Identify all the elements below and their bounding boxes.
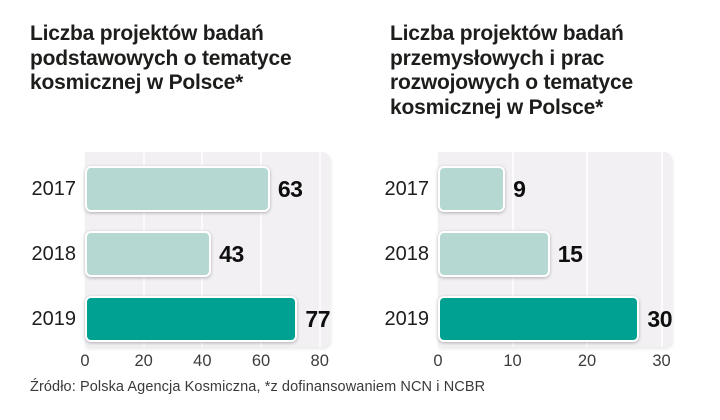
x-tick-0: 0 xyxy=(80,352,90,370)
gridline-80 xyxy=(318,152,321,347)
bar-rows: 63 43 77 xyxy=(85,152,330,342)
charts-container: Liczba projektów badań podstawowych o te… xyxy=(30,18,690,371)
chart-column-basic-research: Liczba projektów badań podstawowych o te… xyxy=(30,18,330,371)
bar-row-2019: 77 xyxy=(85,296,330,342)
bar-2018 xyxy=(85,231,212,277)
x-tick-20: 20 xyxy=(577,352,597,370)
gridline-60 xyxy=(260,152,263,347)
x-tick-30: 30 xyxy=(652,352,671,370)
bar-chart-industrial-research: 2017 2018 2019 9 15 30 0 10 20 30 xyxy=(384,152,672,371)
year-label-2018: 2018 xyxy=(384,242,430,265)
x-axis: 0 20 40 60 80 xyxy=(80,347,330,371)
plot-wrap: 63 43 77 0 20 40 60 80 xyxy=(80,152,330,371)
year-labels-column: 2017 2018 2019 xyxy=(384,152,438,371)
plot-area: 9 15 30 xyxy=(438,152,672,347)
source-note: Źródło: Polska Agencja Kosmiczna, *z dof… xyxy=(30,379,486,395)
chart-column-industrial-research: Liczba projektów badań przemysłowych i p… xyxy=(384,18,673,371)
gridline-20 xyxy=(586,152,589,347)
bar-2017 xyxy=(438,166,506,212)
value-label-2017: 63 xyxy=(277,175,303,202)
year-label-2019: 2019 xyxy=(31,307,77,330)
plot-area: 63 43 77 xyxy=(85,152,330,347)
bar-rows: 9 15 30 xyxy=(438,152,672,342)
value-label-2019: 30 xyxy=(647,305,672,332)
year-label-2018: 2018 xyxy=(31,242,77,265)
bar-row-2017: 9 xyxy=(438,166,672,212)
value-label-2017: 9 xyxy=(513,175,526,202)
bar-row-2018: 15 xyxy=(438,231,672,277)
bar-row-2017: 63 xyxy=(85,166,330,212)
year-label-2017: 2017 xyxy=(31,177,77,200)
bar-2019 xyxy=(85,296,298,342)
bar-chart-basic-research: 2017 2018 2019 63 43 77 0 20 40 60 80 xyxy=(30,152,330,371)
x-tick-10: 10 xyxy=(503,352,522,370)
chart-title-basic-research: Liczba projektów badań podstawowych o te… xyxy=(30,22,292,95)
year-labels-column: 2017 2018 2019 xyxy=(30,152,85,371)
x-tick-40: 40 xyxy=(193,352,212,370)
year-label-2019: 2019 xyxy=(384,307,430,330)
value-label-2019: 77 xyxy=(305,305,330,332)
year-label-2017: 2017 xyxy=(384,177,430,200)
plot-wrap: 9 15 30 0 10 20 30 xyxy=(433,152,672,371)
x-axis: 0 10 20 30 xyxy=(433,347,672,371)
x-tick-20: 20 xyxy=(134,352,153,370)
gridline-30 xyxy=(660,152,663,347)
value-label-2018: 15 xyxy=(557,240,583,267)
bar-2018 xyxy=(438,231,550,277)
x-tick-60: 60 xyxy=(251,352,271,370)
bar-row-2019: 30 xyxy=(438,296,672,342)
bar-2019 xyxy=(438,296,640,342)
bar-row-2018: 43 xyxy=(85,231,330,277)
x-tick-0: 0 xyxy=(433,352,443,370)
value-label-2018: 43 xyxy=(219,240,244,267)
x-tick-80: 80 xyxy=(310,352,329,370)
chart-title-industrial-research: Liczba projektów badań przemysłowych i p… xyxy=(390,22,633,119)
bar-2017 xyxy=(85,166,270,212)
infographic: Liczba projektów badań podstawowych o te… xyxy=(30,18,690,395)
